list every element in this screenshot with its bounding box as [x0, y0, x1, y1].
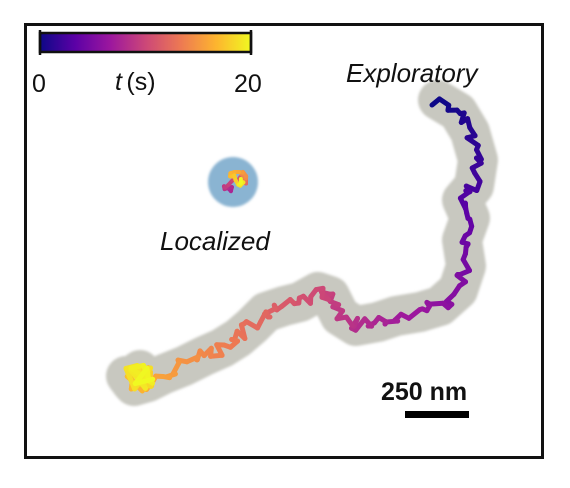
scale-bar-label: 250 nm [381, 378, 468, 406]
exploratory-label: Exploratory [346, 58, 478, 88]
colorbar-title: t (s) [115, 68, 156, 97]
exploratory-step [123, 365, 138, 392]
colorbar-max-label: 20 [234, 70, 262, 98]
colorbar-min-label: 0 [32, 70, 46, 98]
plot-frame [24, 23, 544, 459]
colorbar [38, 31, 253, 54]
exploratory-step [132, 376, 156, 387]
localized-trajectory [222, 170, 248, 194]
scale-bar [405, 411, 469, 418]
exploratory-trajectory [123, 96, 484, 394]
localized-label: Localized [160, 226, 270, 256]
colorbar-variable: t [115, 68, 122, 96]
colorbar-unit: (s) [126, 68, 156, 96]
